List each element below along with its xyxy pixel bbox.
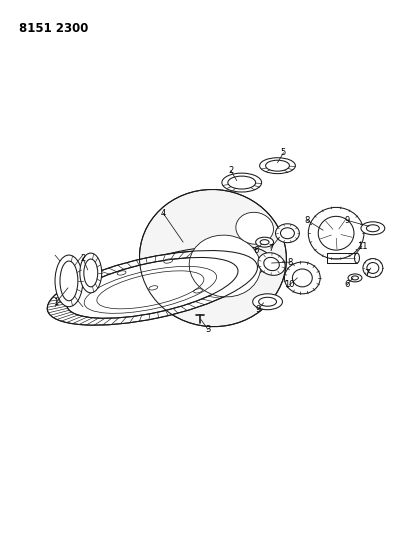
Ellipse shape bbox=[351, 276, 358, 280]
Text: 3: 3 bbox=[206, 325, 211, 334]
Ellipse shape bbox=[222, 173, 262, 192]
Ellipse shape bbox=[284, 262, 320, 294]
Ellipse shape bbox=[354, 253, 360, 263]
Ellipse shape bbox=[208, 262, 217, 266]
Ellipse shape bbox=[259, 297, 277, 306]
Ellipse shape bbox=[260, 240, 269, 245]
Ellipse shape bbox=[266, 160, 289, 171]
Ellipse shape bbox=[84, 259, 98, 287]
Ellipse shape bbox=[194, 289, 203, 293]
Ellipse shape bbox=[366, 225, 379, 232]
Ellipse shape bbox=[256, 237, 274, 247]
Ellipse shape bbox=[47, 251, 257, 325]
Text: 1: 1 bbox=[53, 298, 59, 307]
Text: 5: 5 bbox=[281, 148, 286, 157]
Ellipse shape bbox=[253, 294, 282, 310]
Text: 6: 6 bbox=[253, 246, 259, 255]
Ellipse shape bbox=[292, 269, 312, 287]
Ellipse shape bbox=[97, 246, 270, 306]
Ellipse shape bbox=[348, 274, 362, 282]
Ellipse shape bbox=[258, 253, 285, 276]
Text: 11: 11 bbox=[357, 241, 367, 251]
Ellipse shape bbox=[275, 224, 299, 243]
Text: 10: 10 bbox=[284, 280, 295, 289]
Text: 7: 7 bbox=[268, 244, 273, 253]
Ellipse shape bbox=[139, 190, 286, 327]
Ellipse shape bbox=[164, 259, 173, 263]
Text: 2: 2 bbox=[228, 166, 233, 175]
Ellipse shape bbox=[361, 222, 385, 235]
Text: 8: 8 bbox=[288, 257, 293, 266]
Ellipse shape bbox=[260, 158, 296, 174]
Ellipse shape bbox=[149, 286, 158, 290]
Text: 7: 7 bbox=[364, 270, 369, 278]
Ellipse shape bbox=[189, 235, 261, 297]
Ellipse shape bbox=[67, 257, 238, 318]
Ellipse shape bbox=[308, 207, 364, 259]
Ellipse shape bbox=[228, 176, 256, 189]
Ellipse shape bbox=[231, 279, 239, 283]
Text: 9: 9 bbox=[344, 216, 350, 225]
Ellipse shape bbox=[280, 228, 294, 239]
Ellipse shape bbox=[264, 257, 279, 271]
Ellipse shape bbox=[60, 261, 78, 301]
Ellipse shape bbox=[318, 216, 354, 250]
Text: 6: 6 bbox=[344, 280, 350, 289]
Text: 8: 8 bbox=[305, 216, 310, 225]
Ellipse shape bbox=[236, 212, 273, 244]
Ellipse shape bbox=[117, 271, 126, 275]
Text: 9: 9 bbox=[255, 305, 260, 314]
Text: 4: 4 bbox=[161, 209, 166, 218]
Ellipse shape bbox=[363, 259, 383, 277]
Text: 2: 2 bbox=[80, 254, 85, 263]
Ellipse shape bbox=[80, 253, 102, 293]
Ellipse shape bbox=[55, 255, 83, 306]
Text: 8151 2300: 8151 2300 bbox=[19, 22, 89, 35]
Ellipse shape bbox=[367, 263, 379, 273]
